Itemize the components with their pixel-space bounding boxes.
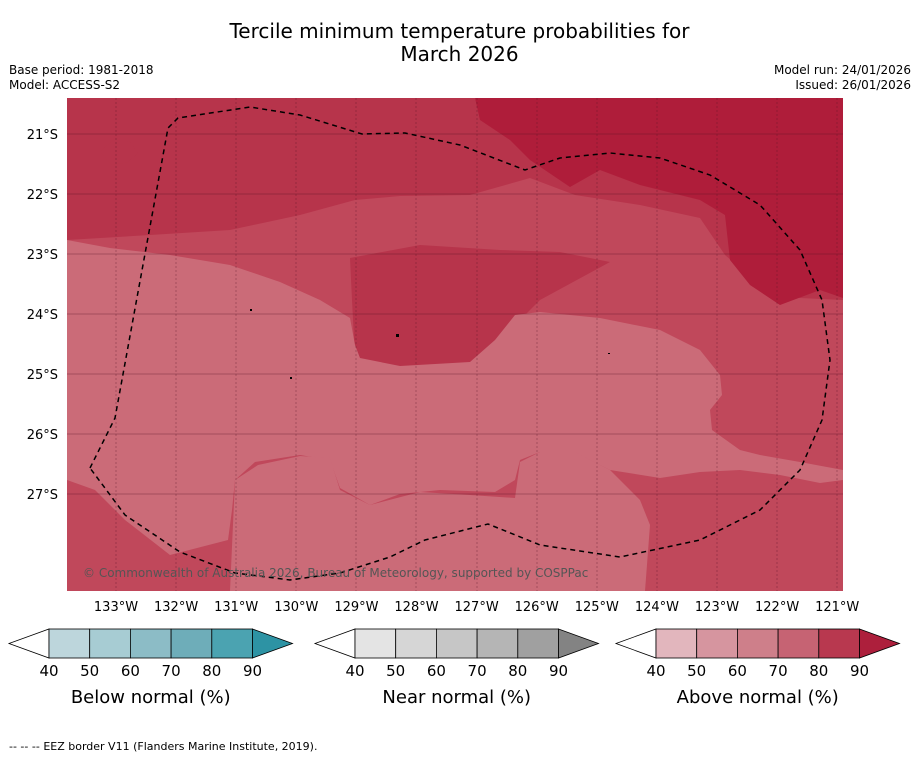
probability-field: [67, 98, 843, 591]
colorbar-title: Above normal (%): [677, 687, 839, 708]
colorbar-segment: [129, 628, 172, 659]
colorbar-segment: [859, 628, 901, 659]
colorbar-tick: 70: [162, 662, 181, 680]
colorbar-segment: [354, 628, 397, 659]
colorbar-tick: 90: [850, 662, 869, 680]
lat-label: 23°S: [27, 248, 58, 263]
longitude-labels: 133°W 132°W 131°W 130°W 129°W 128°W 127°W 126°W…: [94, 600, 860, 615]
colorbar-segment: [7, 628, 50, 659]
lon-label: 124°W: [635, 600, 679, 615]
model-name: Model: ACCESS-S2: [9, 78, 121, 92]
lat-label: 22°S: [27, 188, 58, 203]
colorbar-tick: 80: [809, 662, 828, 680]
colorbar-title: Near normal (%): [382, 687, 531, 708]
colorbar-segment: [252, 628, 294, 659]
lat-label: 27°S: [27, 488, 58, 503]
colorbar-segment: [170, 628, 213, 659]
colorbar-segment: [476, 628, 519, 659]
lat-label: 26°S: [27, 428, 58, 443]
colorbar-tick: 60: [121, 662, 140, 680]
island-markers: [250, 309, 610, 379]
lat-label: 24°S: [27, 308, 58, 323]
zone-above-80-90-blob: [100, 138, 138, 165]
colorbar-tick: 80: [202, 662, 221, 680]
zone-above-90: [475, 98, 843, 305]
colorbar-tick: 90: [243, 662, 262, 680]
issued-date: Issued: 26/01/2026: [795, 78, 911, 92]
colorbar-tick: 50: [80, 662, 99, 680]
colorbar-segment: [211, 628, 253, 659]
eez-legend-symbol: -- -- --: [9, 740, 40, 753]
lon-label: 122°W: [755, 600, 799, 615]
colorbar-tick: 80: [508, 662, 527, 680]
colorbar-segment: [435, 628, 478, 659]
colorbar-title: Below normal (%): [71, 687, 231, 708]
title-line-2: March 2026: [400, 42, 519, 66]
colorbar-near: 40 50 60 70 80 90 Near normal (%): [313, 628, 600, 708]
eez-legend: -- -- -- EEZ border V11 (Flanders Marine…: [9, 740, 317, 753]
lat-label: 21°S: [27, 128, 58, 143]
lon-label: 132°W: [154, 600, 198, 615]
colorbar-tick: 40: [39, 662, 58, 680]
lon-label: 121°W: [815, 600, 859, 615]
lon-label: 129°W: [334, 600, 378, 615]
lon-label: 128°W: [394, 600, 438, 615]
colorbar-segment: [777, 628, 820, 659]
colorbar-tick: 70: [468, 662, 487, 680]
lon-label: 125°W: [575, 600, 619, 615]
colorbars: 40 50 60 70 80 90 Below normal (%) 40 50 60 70 80 90…: [7, 628, 901, 708]
colorbar-below: 40 50 60 70 80 90 Below normal (%): [7, 628, 294, 708]
colorbar-tick: 60: [728, 662, 747, 680]
lon-label: 133°W: [94, 600, 138, 615]
colorbar-segment: [517, 628, 559, 659]
colorbar-segment: [614, 628, 657, 659]
colorbar-segment: [558, 628, 600, 659]
colorbar-tick: 50: [386, 662, 405, 680]
eez-legend-text: EEZ border V11 (Flanders Marine Institut…: [43, 740, 318, 753]
credit-text: © Commonwealth of Australia 2026, Bureau…: [83, 566, 588, 580]
latitude-labels: 21°S 22°S 23°S 24°S 25°S 26°S 27°S: [27, 128, 58, 503]
colorbar-segment: [395, 628, 437, 659]
lon-label: 131°W: [214, 600, 258, 615]
zone-above-60-70: [67, 240, 843, 555]
lat-label: 25°S: [27, 368, 58, 383]
gridlines: [67, 98, 843, 591]
colorbar-segment: [696, 628, 738, 659]
colorbar-tick: 70: [769, 662, 788, 680]
colorbar-segment: [737, 628, 779, 659]
lon-label: 126°W: [515, 600, 559, 615]
model-run: Model run: 24/01/2026: [773, 63, 911, 77]
colorbar-segment: [313, 628, 356, 659]
colorbar-tick: 50: [687, 662, 706, 680]
colorbar-above: 40 50 60 70 80 90 Above normal (%): [614, 628, 901, 708]
colorbar-tick: 60: [427, 662, 446, 680]
colorbar-segment: [818, 628, 860, 659]
colorbar-segment: [89, 628, 131, 659]
base-period: Base period: 1981-2018: [9, 63, 154, 77]
lon-label: 123°W: [695, 600, 739, 615]
zone-above-80-90-blob: [207, 110, 228, 128]
title-line-1: Tercile minimum temperature probabilitie…: [229, 19, 690, 43]
colorbar-tick: 90: [549, 662, 568, 680]
colorbar-segment: [655, 628, 698, 659]
colorbar-segment: [48, 628, 91, 659]
lon-label: 130°W: [274, 600, 318, 615]
colorbar-tick: 40: [646, 662, 665, 680]
colorbar-tick: 40: [345, 662, 364, 680]
forecast-map: © Commonwealth of Australia 2026, Bureau…: [7, 98, 901, 708]
zone-above-60-70-south: [230, 452, 650, 591]
lon-label: 127°W: [455, 600, 499, 615]
